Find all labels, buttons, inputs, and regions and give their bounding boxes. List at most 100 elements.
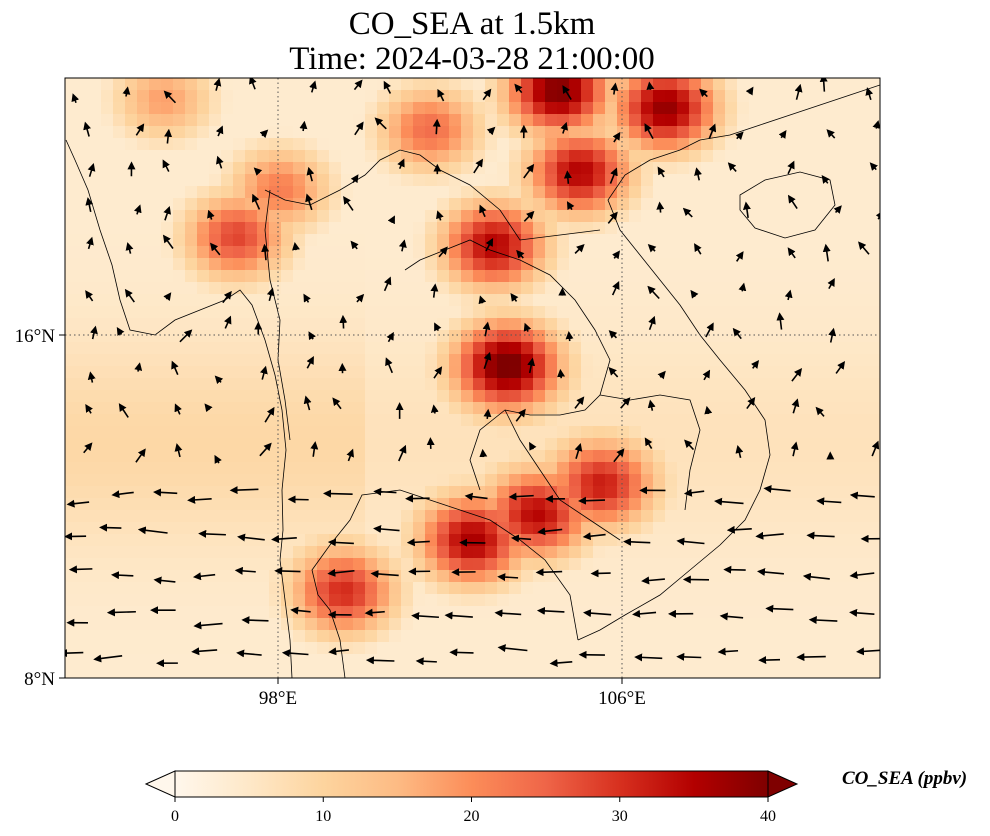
heat-cell — [197, 654, 210, 667]
heat-cell — [869, 606, 880, 619]
heat-cell — [557, 150, 570, 163]
heat-cell — [761, 210, 774, 223]
heat-cell — [617, 594, 630, 607]
heat-cell — [509, 150, 522, 163]
heat-cell — [485, 378, 498, 391]
heat-cell — [833, 174, 846, 187]
heat-cell — [545, 78, 558, 91]
heat-cell — [329, 90, 342, 103]
heat-cell — [233, 402, 246, 415]
heat-cell — [545, 582, 558, 595]
heat-cell — [317, 414, 330, 427]
heat-cell — [257, 486, 270, 499]
heat-cell — [449, 234, 462, 247]
heat-cell — [677, 510, 690, 523]
heat-cell — [173, 666, 186, 678]
heat-cell — [677, 246, 690, 259]
heat-cell — [653, 618, 666, 631]
wind-arrow — [833, 205, 842, 214]
heat-cell — [245, 378, 258, 391]
heat-cell — [665, 606, 678, 619]
heat-cell — [365, 642, 378, 655]
heat-cell — [569, 546, 582, 559]
heat-cell — [653, 270, 666, 283]
heat-cell — [569, 174, 582, 187]
heat-cell — [197, 186, 210, 199]
gridlines — [65, 78, 880, 678]
heat-cell — [77, 654, 90, 667]
heat-cell — [269, 462, 282, 475]
heat-cell — [485, 366, 498, 379]
heat-cell — [257, 378, 270, 391]
heat-cell — [857, 630, 870, 643]
heat-cell — [761, 666, 774, 678]
heat-cell — [749, 150, 762, 163]
heat-cell — [521, 546, 534, 559]
wind-arrow — [83, 442, 93, 454]
heat-cell — [845, 546, 858, 559]
heat-cell — [293, 318, 306, 331]
heat-cell — [425, 282, 438, 295]
heat-cell — [809, 354, 822, 367]
heat-cell — [245, 126, 258, 139]
heat-cell — [605, 546, 618, 559]
heat-cell — [317, 126, 330, 139]
heat-cell — [557, 246, 570, 259]
heat-cell — [449, 90, 462, 103]
heat-cell — [353, 414, 366, 427]
heat-cell — [413, 474, 426, 487]
heat-cell — [449, 510, 462, 523]
heat-cell — [845, 222, 858, 235]
wind-arrow — [438, 246, 448, 258]
heat-cell — [65, 186, 78, 199]
wind-arrow — [271, 535, 297, 544]
heat-cell — [833, 522, 846, 535]
heat-cell — [497, 234, 510, 247]
heat-cell — [341, 378, 354, 391]
heat-cell — [689, 222, 702, 235]
heat-cell — [161, 270, 174, 283]
heat-cell — [545, 198, 558, 211]
heat-cell — [857, 354, 870, 367]
heat-cell — [833, 210, 846, 223]
heat-cell — [269, 90, 282, 103]
wind-arrow — [264, 406, 275, 423]
heat-cell — [773, 330, 786, 343]
heat-cell — [677, 306, 690, 319]
heat-cell — [485, 186, 498, 199]
heat-cell — [77, 114, 90, 127]
heat-cell — [701, 486, 714, 499]
heat-cell — [557, 270, 570, 283]
heat-cell — [785, 558, 798, 571]
wind-arrow — [327, 538, 354, 547]
heat-cell — [545, 474, 558, 487]
wind-arrow — [704, 405, 713, 415]
heat-cell — [197, 666, 210, 678]
heat-cell — [845, 414, 858, 427]
heat-cell — [233, 138, 246, 151]
heat-cell — [641, 102, 654, 115]
heat-cell — [485, 570, 498, 583]
heat-cell — [437, 114, 450, 127]
heat-cell — [545, 462, 558, 475]
heat-cell — [821, 474, 834, 487]
wind-arrow — [574, 396, 585, 409]
heat-cell — [689, 582, 702, 595]
heat-cell — [629, 198, 642, 211]
heat-cell — [425, 570, 438, 583]
heat-cell — [785, 222, 798, 235]
heat-cell — [365, 270, 378, 283]
heat-cell — [845, 450, 858, 463]
heat-cell — [581, 150, 594, 163]
heat-cell — [365, 618, 378, 631]
heat-cell — [605, 618, 618, 631]
heat-cell — [497, 90, 510, 103]
heat-cell — [113, 534, 126, 547]
heat-cell — [65, 198, 78, 211]
heat-cell — [413, 510, 426, 523]
heat-cell — [689, 534, 702, 547]
heat-cell — [377, 114, 390, 127]
heat-cell — [209, 174, 222, 187]
heat-cell — [209, 666, 222, 678]
wind-arrow — [485, 237, 494, 252]
